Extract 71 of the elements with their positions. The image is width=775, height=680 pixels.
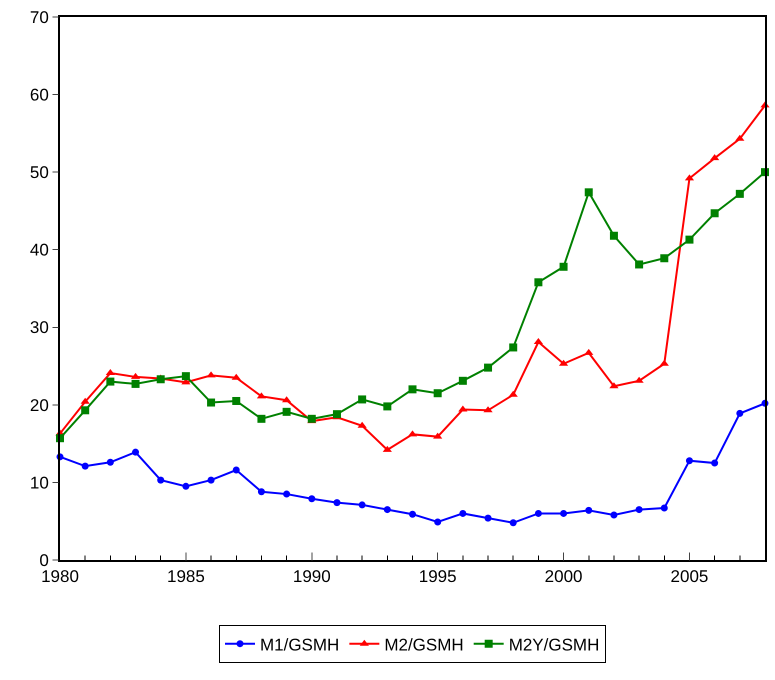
- x-tick-label: 2000: [544, 567, 582, 586]
- point: [132, 448, 140, 456]
- x-tick-label: 2005: [670, 567, 708, 586]
- point: [408, 385, 416, 394]
- x-tick-label: 1995: [418, 567, 457, 586]
- point: [660, 254, 668, 262]
- point: [660, 504, 668, 512]
- point: [409, 510, 416, 518]
- point: [534, 278, 542, 286]
- point: [736, 410, 744, 417]
- legend-label: M2/GSMH: [384, 635, 464, 654]
- point: [232, 466, 240, 474]
- point: [459, 510, 466, 517]
- point: [484, 364, 492, 372]
- y-tick-label: 50: [30, 163, 49, 182]
- point: [434, 518, 442, 526]
- point: [82, 462, 89, 470]
- point: [132, 380, 140, 388]
- legend-label: M2Y/GSMH: [508, 635, 600, 654]
- point: [208, 476, 215, 484]
- y-tick-label: 10: [30, 473, 49, 492]
- x-tick-label: 1990: [292, 567, 331, 586]
- y-tick-label: 20: [30, 396, 49, 415]
- point: [458, 376, 467, 385]
- point: [333, 499, 340, 506]
- x-tick-label: 1985: [166, 567, 205, 586]
- point: [534, 510, 542, 517]
- legend-label: M1/GSMH: [260, 635, 340, 654]
- y-tick-label: 60: [30, 86, 49, 105]
- point: [308, 414, 316, 423]
- point: [383, 402, 392, 410]
- point: [710, 209, 719, 218]
- point: [81, 406, 90, 414]
- point: [358, 395, 366, 404]
- point: [207, 398, 216, 407]
- point: [283, 490, 290, 498]
- point: [560, 262, 568, 271]
- point: [711, 460, 718, 467]
- point: [584, 188, 593, 196]
- point: [560, 510, 568, 517]
- point: [510, 519, 517, 526]
- point: [636, 506, 643, 514]
- point: [258, 488, 265, 496]
- point: [106, 458, 114, 466]
- point: [434, 389, 442, 398]
- point: [585, 506, 592, 514]
- point: [358, 501, 366, 508]
- y-tick-label: 70: [30, 8, 49, 27]
- point: [332, 410, 341, 418]
- x-tick-label: 1980: [41, 567, 79, 586]
- point: [736, 190, 744, 198]
- point: [484, 514, 492, 522]
- point: [610, 232, 618, 240]
- point: [257, 414, 266, 423]
- point: [509, 343, 518, 352]
- y-tick-label: 0: [39, 550, 49, 570]
- point: [686, 457, 693, 464]
- point: [282, 408, 291, 416]
- point: [384, 506, 391, 514]
- point: [182, 482, 190, 490]
- point: [106, 378, 114, 386]
- point: [156, 375, 165, 384]
- point: [685, 236, 694, 244]
- point: [635, 260, 644, 268]
- point: [182, 372, 190, 380]
- point: [610, 512, 618, 519]
- y-tick-label: 40: [30, 240, 49, 260]
- point: [232, 396, 240, 405]
- point: [308, 495, 316, 502]
- y-tick-label: 30: [30, 318, 49, 338]
- point: [157, 476, 164, 484]
